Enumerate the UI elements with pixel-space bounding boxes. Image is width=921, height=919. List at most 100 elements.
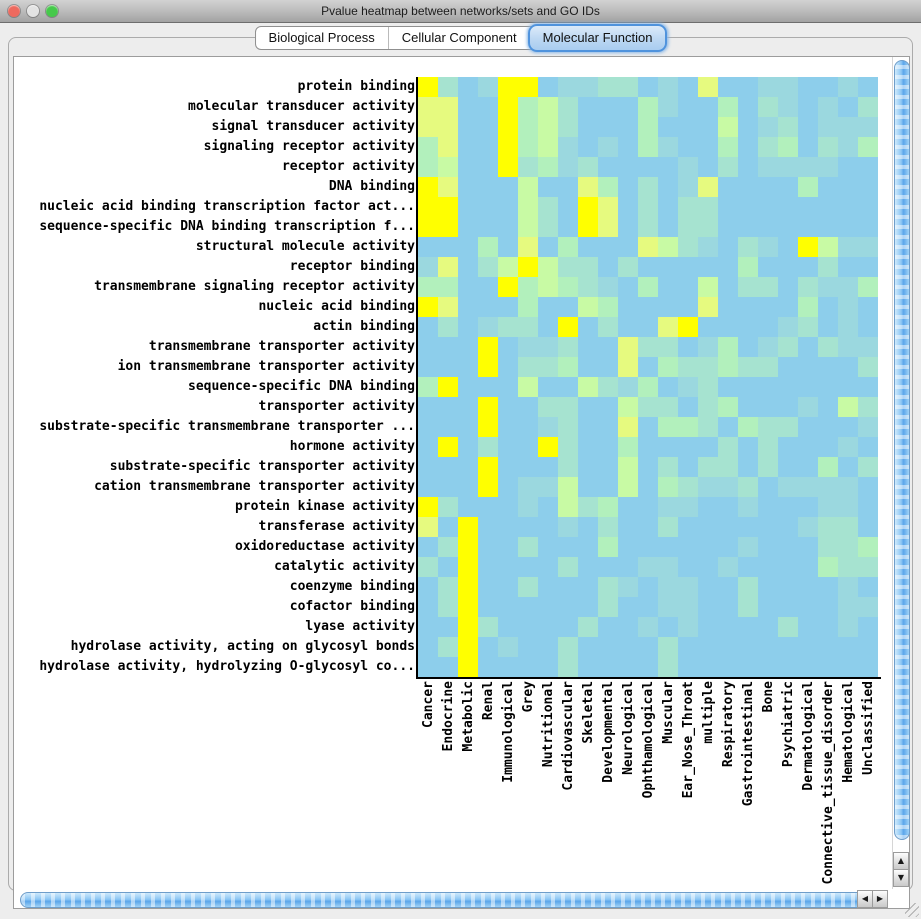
scroll-right-button[interactable]: ▶ <box>872 890 888 908</box>
heatmap-cell <box>858 597 878 617</box>
heatmap-cell <box>658 537 678 557</box>
heatmap-cell <box>438 477 458 497</box>
heatmap-cell <box>838 437 858 457</box>
heatmap-cell <box>518 97 538 117</box>
heatmap-cell <box>858 437 878 457</box>
traffic-lights <box>8 5 58 18</box>
heatmap-cell <box>698 497 718 517</box>
heatmap-cell <box>478 337 498 357</box>
heatmap-cell <box>538 297 558 317</box>
heatmap-cell <box>698 237 718 257</box>
heatmap-cell <box>798 77 818 97</box>
heatmap-cell <box>858 317 878 337</box>
title-bar[interactable]: Pvalue heatmap between networks/sets and… <box>0 0 921 23</box>
zoom-button[interactable] <box>46 5 58 17</box>
heatmap-cell <box>538 517 558 537</box>
col-label: Connective_tissue_disorder <box>818 681 838 891</box>
heatmap-cell <box>438 577 458 597</box>
heatmap-cell <box>438 257 458 277</box>
heatmap-cell <box>478 117 498 137</box>
heatmap-cell <box>538 97 558 117</box>
heatmap-cell <box>538 177 558 197</box>
heatmap-cell <box>858 457 878 477</box>
heatmap-cell <box>578 237 598 257</box>
tab-bar: Biological Process Cellular Component Mole… <box>254 24 668 52</box>
heatmap-cell <box>838 97 858 117</box>
tab-biological-process[interactable]: Biological Process <box>268 30 375 45</box>
heatmap-cell <box>638 317 658 337</box>
heatmap-cell <box>418 197 438 217</box>
tab-molecular-function[interactable]: Molecular Function <box>527 24 668 52</box>
heatmap-cell <box>778 217 798 237</box>
heatmap-cell <box>678 257 698 277</box>
heatmap-cell <box>658 157 678 177</box>
col-label-text: Cardiovascular <box>561 681 576 791</box>
heatmap-cell <box>558 577 578 597</box>
col-label-text: Muscular <box>661 681 676 744</box>
heatmap-cell <box>838 377 858 397</box>
scroll-left-button[interactable]: ◀ <box>857 890 873 908</box>
heatmap-cell <box>658 317 678 337</box>
heatmap-cell <box>458 417 478 437</box>
heatmap-cell <box>658 297 678 317</box>
heatmap-cell <box>858 337 878 357</box>
heatmap-cell <box>578 97 598 117</box>
col-label-text: Unclassified <box>861 681 876 775</box>
heatmap-cell <box>638 217 658 237</box>
vertical-scrollbar-track[interactable] <box>892 57 893 889</box>
heatmap-cell <box>618 617 638 637</box>
heatmap-cell <box>498 497 518 517</box>
row-label: signaling receptor activity <box>203 139 415 154</box>
heatmap-cell <box>858 657 878 677</box>
heatmap-cell <box>618 577 638 597</box>
scroll-down-button[interactable]: ▼ <box>893 869 909 887</box>
heatmap-cell <box>558 117 578 137</box>
heatmap-cell <box>578 537 598 557</box>
heatmap-cell <box>738 217 758 237</box>
col-label-text: Metabolic <box>461 681 476 752</box>
heatmap-cell <box>618 517 638 537</box>
heatmap-cell <box>778 517 798 537</box>
tab-cellular-component[interactable]: Cellular Component <box>387 27 530 49</box>
col-label-text: Grey <box>521 681 536 713</box>
heatmap-cell <box>498 437 518 457</box>
heatmap-cell <box>658 257 678 277</box>
heatmap-cell <box>818 77 838 97</box>
heatmap-cell <box>438 117 458 137</box>
col-label: Psychiatric <box>778 681 798 891</box>
heatmap-cell <box>758 137 778 157</box>
heatmap-cell <box>518 357 538 377</box>
heatmap-cell <box>798 377 818 397</box>
vertical-scrollbar-thumb[interactable] <box>894 60 910 840</box>
heatmap-cell <box>778 537 798 557</box>
heatmap-cell <box>558 217 578 237</box>
heatmap-cell <box>658 577 678 597</box>
heatmap-cell <box>558 657 578 677</box>
close-button[interactable] <box>8 5 20 17</box>
col-label-text: Cancer <box>421 681 436 728</box>
heatmap-cell <box>578 377 598 397</box>
col-label-text: Dermatological <box>801 681 816 791</box>
col-label: Cardiovascular <box>558 681 578 891</box>
horizontal-scrollbar-thumb[interactable] <box>20 892 867 908</box>
heatmap-cell <box>658 277 678 297</box>
heatmap-cell <box>638 177 658 197</box>
heatmap-cell <box>578 137 598 157</box>
col-label: Cancer <box>418 681 438 891</box>
row-label: transmembrane transporter activity <box>148 339 415 354</box>
row-label: transmembrane signaling receptor activit… <box>94 279 415 294</box>
heatmap-cell <box>818 517 838 537</box>
x-axis-line <box>416 677 881 679</box>
heatmap-cell <box>538 557 558 577</box>
heatmap-cell <box>638 257 658 277</box>
heatmap-cell <box>838 617 858 637</box>
scroll-up-button[interactable]: ▲ <box>893 852 909 870</box>
minimize-button[interactable] <box>27 5 39 17</box>
heatmap-cell <box>458 497 478 517</box>
heatmap-cell <box>598 597 618 617</box>
heatmap-cell <box>818 217 838 237</box>
heatmap-cell <box>858 577 878 597</box>
col-label-text: Respiratory <box>721 681 736 768</box>
heatmap-cell <box>758 257 778 277</box>
heatmap-cell <box>638 577 658 597</box>
